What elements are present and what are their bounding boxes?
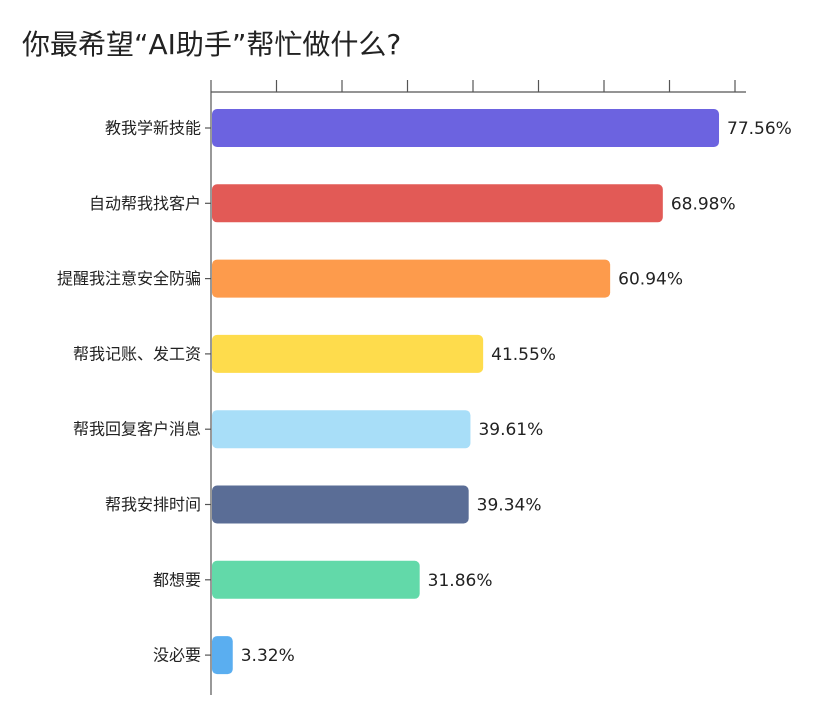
bar [212, 109, 720, 147]
value-label: 68.98% [671, 194, 736, 214]
value-label: 41.55% [491, 345, 556, 365]
value-label: 31.86% [428, 571, 493, 591]
bar [212, 184, 663, 223]
bar [212, 636, 233, 675]
y-tick-label: 提醒我注意安全防骗 [57, 269, 201, 288]
y-tick-label: 都想要 [153, 570, 201, 589]
value-label: 3.32% [241, 646, 295, 666]
value-label: 60.94% [618, 270, 683, 290]
value-label: 39.61% [478, 420, 543, 440]
bar [212, 410, 471, 449]
bar [212, 560, 420, 599]
value-label: 77.56% [727, 119, 792, 139]
y-tick-label: 没必要 [153, 646, 201, 665]
y-tick-label: 帮我记账、发工资 [73, 344, 201, 363]
chart-title: 你最希望“AI助手”帮忙做什么? [22, 28, 401, 61]
y-tick-label: 帮我回复客户消息 [73, 420, 201, 439]
bar [212, 334, 484, 373]
value-label: 39.34% [477, 496, 542, 516]
bar [212, 259, 611, 298]
y-tick-label: 帮我安排时间 [105, 495, 201, 514]
y-tick-label: 自动帮我找客户 [89, 194, 201, 213]
y-tick-label: 教我学新技能 [105, 119, 201, 138]
bar [212, 485, 469, 524]
